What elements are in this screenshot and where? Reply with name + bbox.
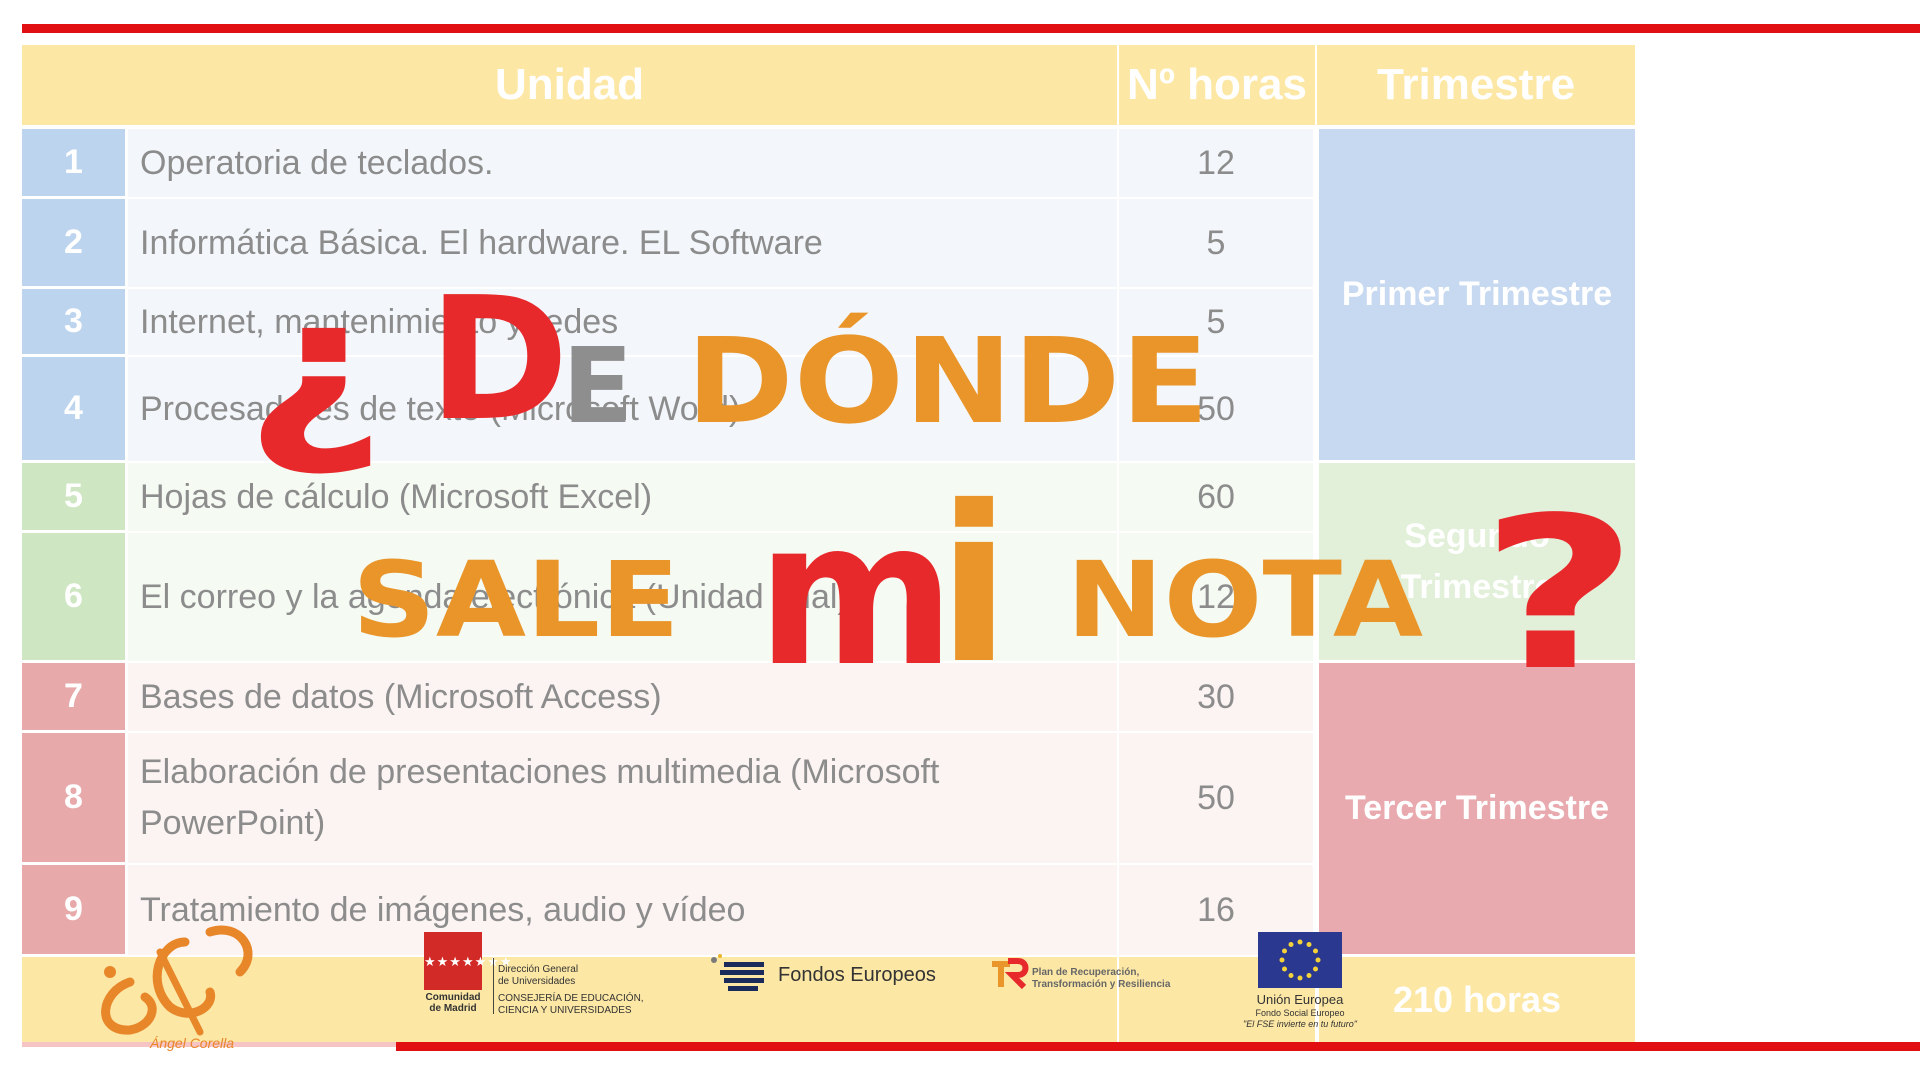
table-row: 7 Bases de datos (Microsoft Access) 30 <box>22 663 1635 733</box>
row-unit: Procesadores de texto (Microsoft Word) <box>128 357 1119 463</box>
plan-recuperacion-text: Plan de Recuperación, Transformación y R… <box>1032 967 1171 990</box>
madrid-name: Comunidad de Madrid <box>425 992 481 1014</box>
table-row: 1 Operatoria de teclados. 12 <box>22 129 1635 199</box>
madrid-consejeria: CONSEJERÍA DE EDUCACIÓN, CIENCIA Y UNIVE… <box>498 993 644 1016</box>
row-unit: Hojas de cálculo (Microsoft Excel) <box>128 463 1119 533</box>
header-term: Trimestre <box>1317 45 1635 125</box>
top-red-rule <box>22 24 1920 33</box>
table-row: 2 Informática Básica. El hardware. EL So… <box>22 199 1635 289</box>
table-row: 5 Hojas de cálculo (Microsoft Excel) 60 <box>22 463 1635 533</box>
union-europea-logo: Unión Europea Fondo Social Europeo "El F… <box>1232 932 1362 1032</box>
term-second: Segundo Trimestre <box>1319 463 1635 663</box>
row-number: 5 <box>22 463 128 533</box>
row-unit: Informática Básica. El hardware. EL Soft… <box>128 199 1119 289</box>
corella-logo-icon <box>101 925 253 1036</box>
row-hours: 12 <box>1119 533 1315 663</box>
row-hours: 50 <box>1119 733 1315 865</box>
header-unit: Unidad <box>22 45 1119 125</box>
row-unit: El correo y la agenda electrónica (Unida… <box>128 533 1119 663</box>
row-hours: 30 <box>1119 663 1315 733</box>
madrid-direccion-general: Dirección General de Universidades <box>498 964 579 987</box>
madrid-divider <box>493 958 494 1014</box>
row-unit: Tratamiento de imágenes, audio y vídeo <box>128 865 1119 957</box>
corella-logo-text: Ángel Corella <box>150 1035 235 1051</box>
row-hours: 60 <box>1119 463 1315 533</box>
plan-recuperacion-logo: Plan de Recuperación, Transformación y R… <box>990 955 1180 995</box>
fondos-europeos-text: Fondos Europeos <box>778 964 936 986</box>
row-number: 2 <box>22 199 128 289</box>
eu-quote: "El FSE invierte en tu futuro" <box>1243 1019 1357 1029</box>
row-unit: Internet, mantenimiento y redes <box>128 289 1119 357</box>
row-number: 8 <box>22 733 128 865</box>
row-hours: 50 <box>1119 357 1315 463</box>
header-hours: Nº horas <box>1119 45 1317 125</box>
row-number: 4 <box>22 357 128 463</box>
table-header-row: Unidad Nº horas Trimestre <box>22 45 1635 125</box>
table-row: 8 Elaboración de presentaciones multimed… <box>22 733 1635 865</box>
row-number: 1 <box>22 129 128 199</box>
table-row: 9 Tratamiento de imágenes, audio y vídeo… <box>22 865 1635 957</box>
total-row: 210 horas <box>22 957 1635 1042</box>
total-blank-unit <box>22 957 1119 1042</box>
row-number: 6 <box>22 533 128 663</box>
eu-name: Unión Europea <box>1256 992 1344 1007</box>
row-unit: Elaboración de presentaciones multimedia… <box>128 733 1119 865</box>
fondos-europeos-icon <box>711 954 764 991</box>
madrid-flag-icon: ★★★★★★★ <box>424 932 512 990</box>
corella-logo <box>90 912 270 1052</box>
table-row: 6 El correo y la agenda electrónica (Uni… <box>22 533 1635 663</box>
row-unit: Bases de datos (Microsoft Access) <box>128 663 1119 733</box>
term-third: Tercer Trimestre <box>1319 663 1635 957</box>
row-hours: 5 <box>1119 199 1315 289</box>
row-number: 7 <box>22 663 128 733</box>
row-number: 3 <box>22 289 128 357</box>
comunidad-madrid-logo: ★★★★★★★ Comunidad de Madrid Dirección Ge… <box>420 930 660 1020</box>
plan-recuperacion-icon <box>992 958 1029 990</box>
table-row: 3 Internet, mantenimiento y redes 5 <box>22 289 1635 357</box>
row-hours: 12 <box>1119 129 1315 199</box>
total-hours: 210 horas <box>1319 957 1635 1042</box>
eu-fse: Fondo Social Europeo <box>1255 1008 1345 1018</box>
table-row: 4 Procesadores de texto (Microsoft Word)… <box>22 357 1635 463</box>
row-unit: Operatoria de teclados. <box>128 129 1119 199</box>
bottom-pink-rule <box>22 1042 396 1047</box>
term-first: Primer Trimestre <box>1319 129 1635 463</box>
eu-flag-icon <box>1258 932 1342 988</box>
fondos-europeos-logo: Fondos Europeos <box>706 952 936 1002</box>
row-hours: 5 <box>1119 289 1315 357</box>
bottom-red-rule <box>396 1042 1920 1051</box>
row-number: 9 <box>22 865 128 957</box>
